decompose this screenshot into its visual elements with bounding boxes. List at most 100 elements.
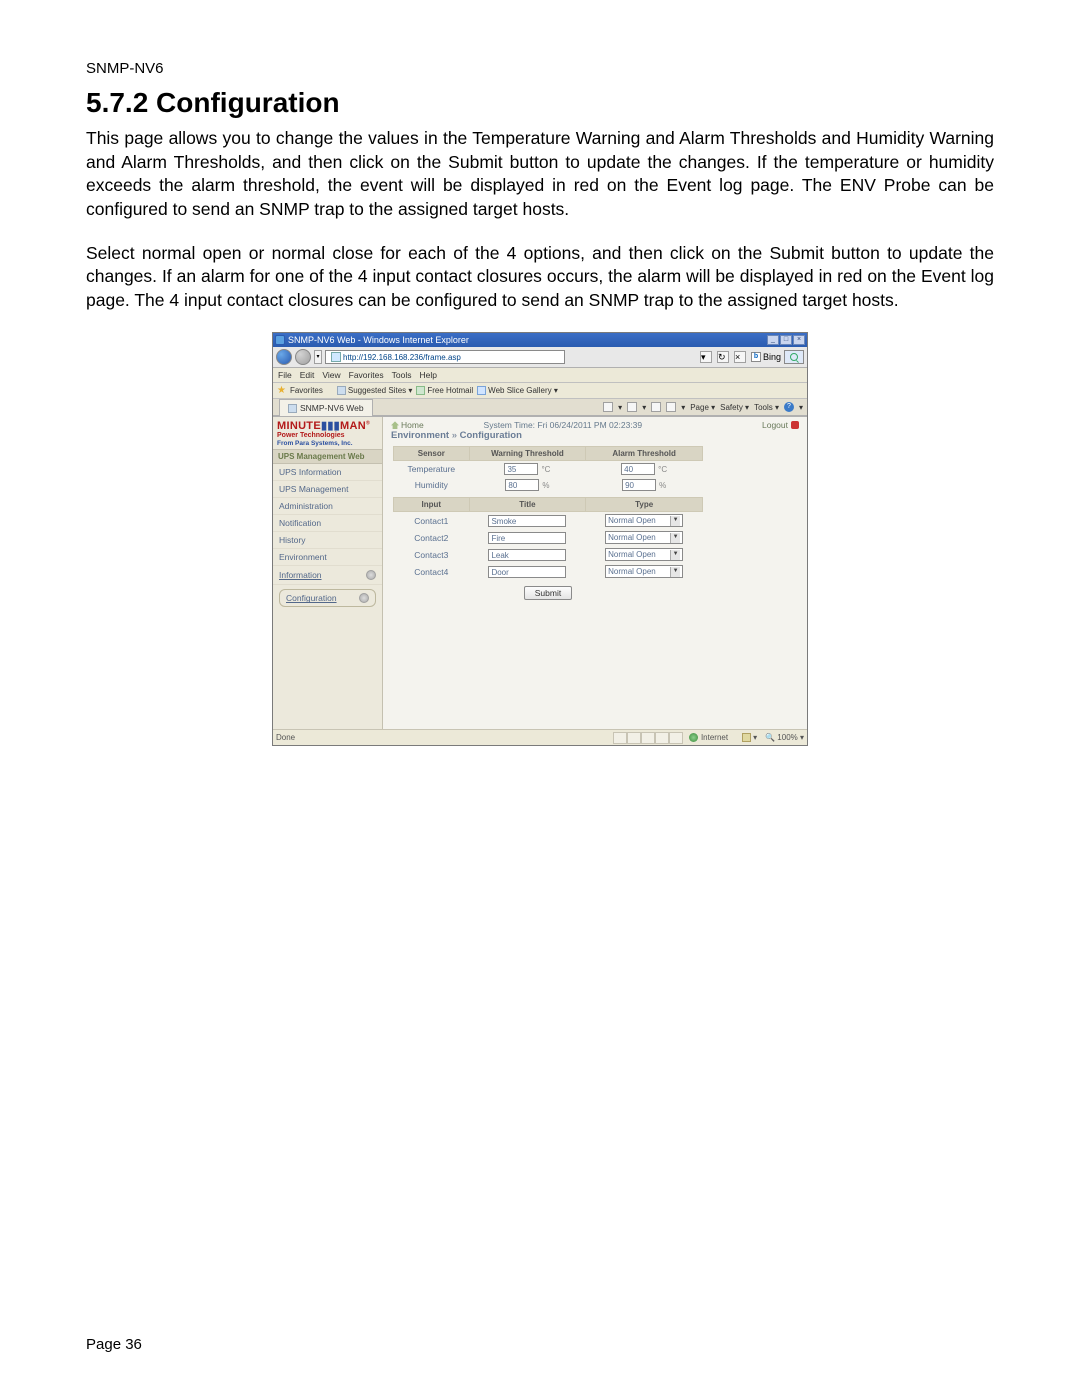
back-button[interactable] <box>276 349 292 365</box>
home-link[interactable]: Home <box>391 420 424 430</box>
submit-button[interactable]: Submit <box>524 586 572 600</box>
row-humidity: Humidity <box>394 477 470 493</box>
menu-edit[interactable]: Edit <box>300 370 315 380</box>
address-bar[interactable]: http://192.168.168.236/frame.asp <box>325 350 565 364</box>
contact2-type-select[interactable]: Normal Open▼ <box>605 531 683 544</box>
system-time: System Time: Fri 06/24/2011 PM 02:23:39 <box>484 420 643 430</box>
section-heading: 5.7.2 Configuration <box>86 87 994 119</box>
cmd-tools[interactable]: Tools ▾ <box>754 403 779 412</box>
menu-view[interactable]: View <box>322 370 340 380</box>
sidebar-item-admin[interactable]: Administration <box>273 498 382 515</box>
search-icon <box>790 353 798 361</box>
favorites-label: Favorites <box>290 386 323 395</box>
contact3-label: Contact3 <box>394 546 470 563</box>
logout-link[interactable]: Logout <box>762 420 799 430</box>
tab-favicon <box>288 404 297 413</box>
minimize-button[interactable]: _ <box>767 335 779 345</box>
sidebar-item-information[interactable]: Information <box>273 566 382 585</box>
menu-bar: File Edit View Favorites Tools Help <box>273 368 807 383</box>
col-sensor: Sensor <box>394 447 470 461</box>
fav-hotmail[interactable]: Free Hotmail <box>416 386 473 395</box>
active-tab[interactable]: SNMP-NV6 Web <box>279 399 373 416</box>
col-input: Input <box>394 498 470 512</box>
sidebar-item-notification[interactable]: Notification <box>273 515 382 532</box>
brand-logo: MINUTE▮▮▮MAN® Power Technologies From Pa… <box>273 417 382 449</box>
tab-row: SNMP-NV6 Web ▾ ▾ ▾ Page ▾ Safety ▾ Tools… <box>273 399 807 417</box>
col-type: Type <box>586 498 703 512</box>
ie-window: SNMP-NV6 Web - Windows Internet Explorer… <box>272 332 808 746</box>
hum-warn-input[interactable]: 80 <box>505 479 539 491</box>
close-button[interactable]: × <box>793 335 805 345</box>
sidebar-item-ups-mgmt[interactable]: UPS Management <box>273 481 382 498</box>
refresh-icon[interactable]: ↻ <box>717 351 729 363</box>
menu-file[interactable]: File <box>278 370 292 380</box>
sidebar-item-history[interactable]: History <box>273 532 382 549</box>
contact1-label: Contact1 <box>394 512 470 530</box>
col-alarm: Alarm Threshold <box>586 447 703 461</box>
paragraph-1: This page allows you to change the value… <box>86 127 994 222</box>
search-go-button[interactable] <box>784 350 804 364</box>
row-temperature: Temperature <box>394 461 470 478</box>
main-panel: Home System Time: Fri 06/24/2011 PM 02:2… <box>383 417 807 729</box>
breadcrumb: Environment » Configuration <box>383 430 807 446</box>
nav-history-dropdown[interactable]: ▾ <box>314 350 322 364</box>
contact1-title-input[interactable]: Smoke <box>488 515 566 527</box>
menu-tools[interactable]: Tools <box>392 370 412 380</box>
threshold-table: Sensor Warning Threshold Alarm Threshold… <box>393 446 703 580</box>
home-icon[interactable] <box>603 402 613 412</box>
menu-favorites[interactable]: Favorites <box>349 370 384 380</box>
fav-suggested[interactable]: Suggested Sites ▾ <box>337 386 413 395</box>
zoom-level[interactable]: 🔍 100% ▾ <box>765 733 804 742</box>
status-zone: Internet <box>689 733 728 742</box>
globe-icon <box>689 733 698 742</box>
contact2-label: Contact2 <box>394 529 470 546</box>
status-bar: Done Internet ▾ 🔍 100% ▾ <box>273 729 807 745</box>
contact1-type-select[interactable]: Normal Open▼ <box>605 514 683 527</box>
cmd-safety[interactable]: Safety ▾ <box>720 403 749 412</box>
sidebar-item-ups-info[interactable]: UPS Information <box>273 464 382 481</box>
help-icon[interactable]: ? <box>784 402 794 412</box>
stop-icon[interactable]: × <box>734 351 746 363</box>
command-bar: ▾ ▾ ▾ Page ▾ Safety ▾ Tools ▾ ?▾ <box>599 399 807 416</box>
maximize-button[interactable]: □ <box>780 335 792 345</box>
sidebar-item-configuration[interactable]: Configuration <box>279 589 376 607</box>
search-box[interactable]: b Bing <box>751 352 781 362</box>
temp-warn-input[interactable]: 35 <box>504 463 538 475</box>
doc-header: SNMP-NV6 <box>86 60 994 77</box>
print-icon[interactable] <box>666 402 676 412</box>
contact3-type-select[interactable]: Normal Open▼ <box>605 548 683 561</box>
address-url: http://192.168.168.236/frame.asp <box>343 353 461 362</box>
mail-icon[interactable] <box>651 402 661 412</box>
page-footer: Page 36 <box>86 1336 142 1353</box>
gear-icon <box>366 570 376 580</box>
gear-icon <box>359 593 369 603</box>
protected-mode: ▾ <box>742 733 757 742</box>
menu-help[interactable]: Help <box>419 370 436 380</box>
col-warning: Warning Threshold <box>469 447 586 461</box>
contact4-label: Contact4 <box>394 563 470 580</box>
window-title: SNMP-NV6 Web - Windows Internet Explorer <box>288 335 469 345</box>
temp-alarm-input[interactable]: 40 <box>621 463 655 475</box>
col-title: Title <box>469 498 586 512</box>
hum-alarm-input[interactable]: 90 <box>622 479 656 491</box>
feeds-icon[interactable] <box>627 402 637 412</box>
site-icon <box>331 352 341 362</box>
bing-icon: b <box>751 352 761 362</box>
sidebar-item-environment[interactable]: Environment <box>273 549 382 566</box>
forward-button[interactable] <box>295 349 311 365</box>
fav-webslice[interactable]: Web Slice Gallery ▾ <box>477 386 558 395</box>
favorites-bar: ★ Favorites Suggested Sites ▾ Free Hotma… <box>273 383 807 399</box>
status-done: Done <box>276 733 295 742</box>
paragraph-2: Select normal open or normal close for e… <box>86 242 994 313</box>
favorites-star-icon[interactable]: ★ <box>277 385 286 396</box>
contact4-title-input[interactable]: Door <box>488 566 566 578</box>
contact2-title-input[interactable]: Fire <box>488 532 566 544</box>
search-brand: Bing <box>763 352 781 362</box>
window-titlebar: SNMP-NV6 Web - Windows Internet Explorer… <box>273 333 807 347</box>
addr-dropdown-icon[interactable]: ▾ <box>700 351 712 363</box>
logout-icon <box>791 421 799 429</box>
cmd-page[interactable]: Page ▾ <box>690 403 715 412</box>
sidebar: MINUTE▮▮▮MAN® Power Technologies From Pa… <box>273 417 383 729</box>
contact4-type-select[interactable]: Normal Open▼ <box>605 565 683 578</box>
contact3-title-input[interactable]: Leak <box>488 549 566 561</box>
